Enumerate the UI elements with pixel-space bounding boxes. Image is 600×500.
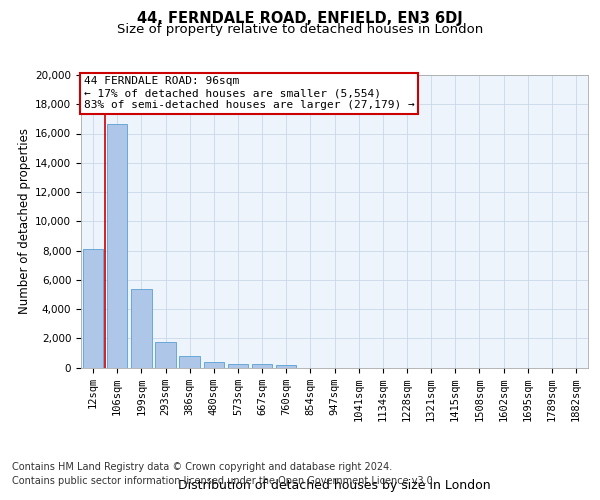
Bar bbox=[131, 290, 152, 368]
Bar bbox=[179, 356, 200, 368]
Text: Size of property relative to detached houses in London: Size of property relative to detached ho… bbox=[117, 22, 483, 36]
Bar bbox=[203, 362, 224, 368]
X-axis label: Distribution of detached houses by size in London: Distribution of detached houses by size … bbox=[178, 480, 491, 492]
Bar bbox=[276, 365, 296, 368]
Bar bbox=[107, 124, 127, 368]
Bar bbox=[227, 364, 248, 368]
Y-axis label: Number of detached properties: Number of detached properties bbox=[18, 128, 31, 314]
Text: Contains HM Land Registry data © Crown copyright and database right 2024.: Contains HM Land Registry data © Crown c… bbox=[12, 462, 392, 472]
Bar bbox=[83, 249, 103, 368]
Text: 44 FERNDALE ROAD: 96sqm
← 17% of detached houses are smaller (5,554)
83% of semi: 44 FERNDALE ROAD: 96sqm ← 17% of detache… bbox=[83, 76, 414, 110]
Bar bbox=[155, 342, 176, 367]
Text: 44, FERNDALE ROAD, ENFIELD, EN3 6DJ: 44, FERNDALE ROAD, ENFIELD, EN3 6DJ bbox=[137, 11, 463, 26]
Text: Contains public sector information licensed under the Open Government Licence v3: Contains public sector information licen… bbox=[12, 476, 436, 486]
Bar bbox=[252, 364, 272, 368]
